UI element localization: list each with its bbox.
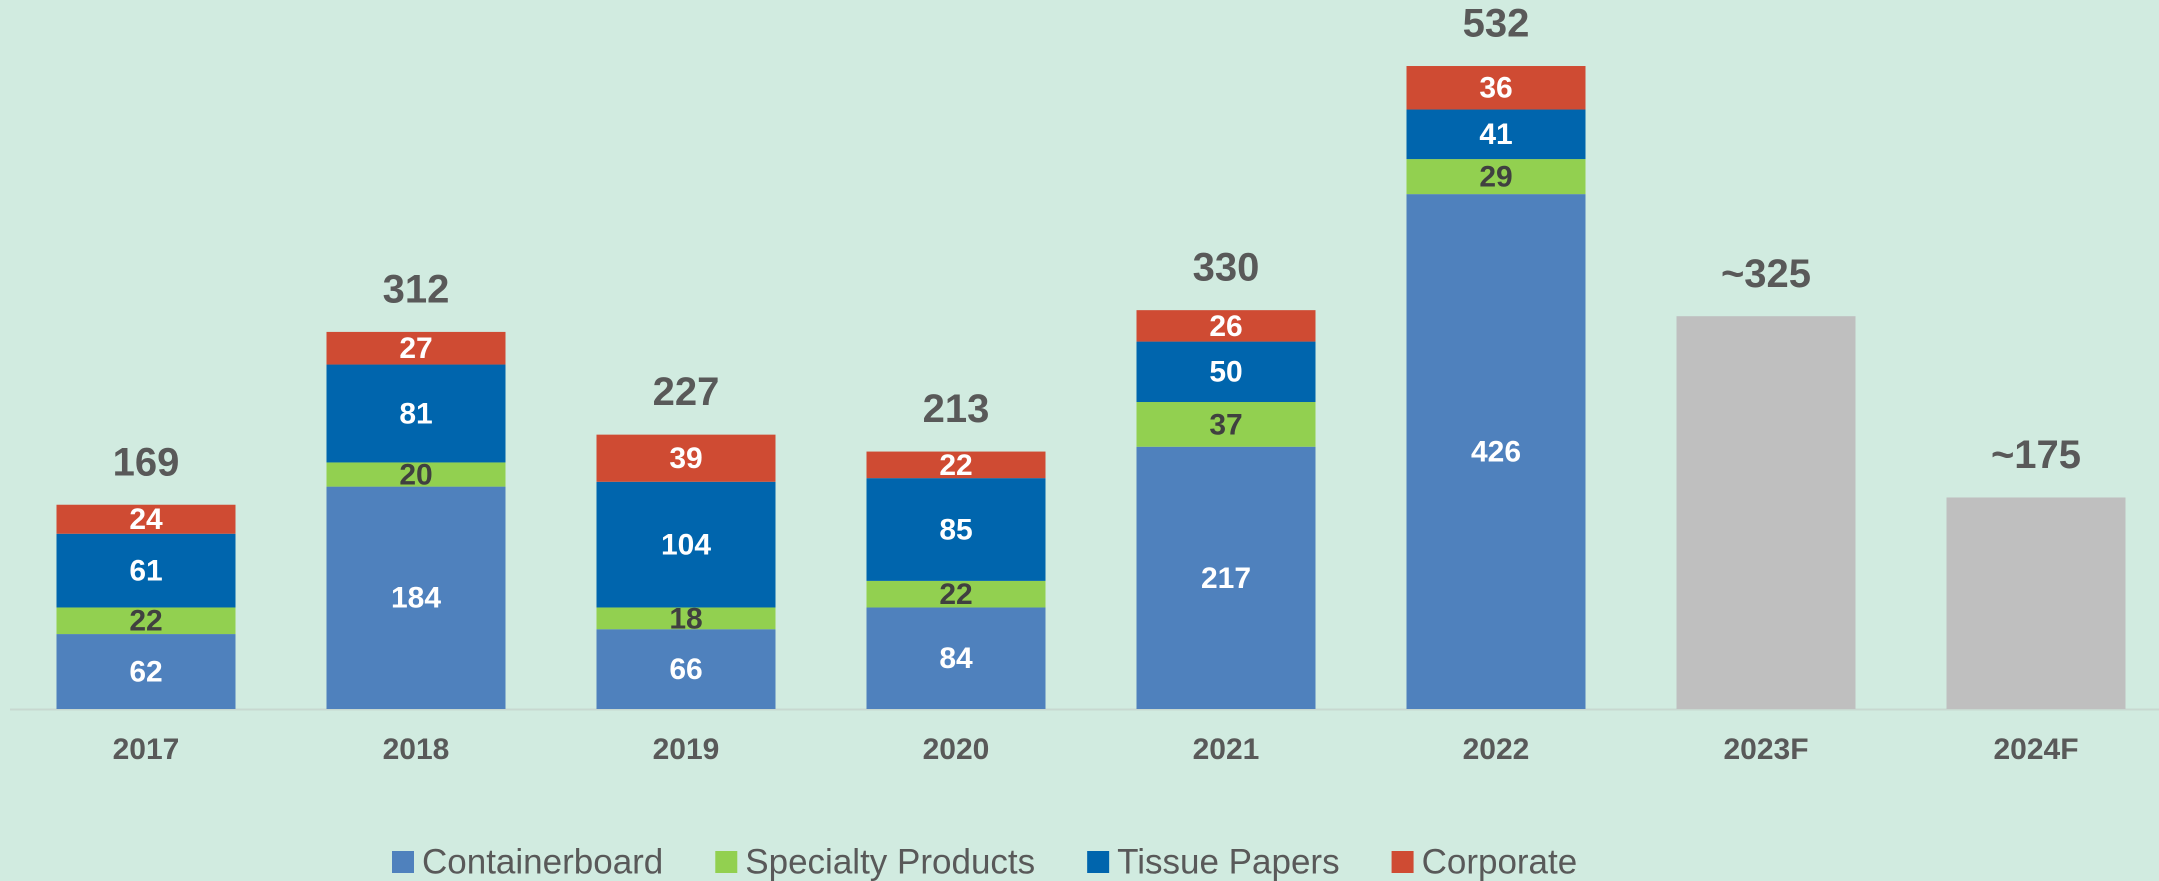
bar-segment <box>56 634 236 709</box>
x-tick-label: 2018 <box>383 733 450 766</box>
bar-segment <box>1406 159 1586 195</box>
segment-label: 66 <box>669 653 702 686</box>
x-tick-label: 2020 <box>923 733 990 766</box>
segment-label: 29 <box>1479 161 1512 194</box>
bar-segment <box>326 331 506 365</box>
bar-segment <box>866 580 1046 608</box>
bar-segment <box>1406 194 1586 710</box>
x-tick-label: 2021 <box>1193 733 1260 766</box>
total-label: 213 <box>923 387 990 431</box>
segment-label: 24 <box>129 503 163 536</box>
segment-label: 26 <box>1209 310 1242 343</box>
segment-label: 85 <box>939 513 972 546</box>
segment-label: 184 <box>391 582 441 615</box>
x-tick-label: 2024F <box>1993 733 2078 766</box>
total-label: 227 <box>653 370 720 414</box>
bar-segment <box>326 364 506 463</box>
forecast-bar <box>1676 316 1856 709</box>
segment-label: 27 <box>399 332 432 365</box>
segment-label: 62 <box>129 655 162 688</box>
bar-segment <box>326 462 506 487</box>
bar-segment <box>1136 446 1316 709</box>
segment-label: 39 <box>669 442 702 475</box>
legend-swatch <box>1391 851 1414 873</box>
bar-segment <box>326 486 506 709</box>
total-label: 330 <box>1193 246 1260 290</box>
bar-segment <box>596 434 776 482</box>
segment-label: 20 <box>399 458 432 491</box>
segment-label: 84 <box>939 642 973 675</box>
bar-segment <box>56 607 236 635</box>
segment-label: 104 <box>661 529 711 562</box>
legend-label: Specialty Products <box>745 842 1035 881</box>
x-tick-label: 2017 <box>113 733 180 766</box>
legend-label: Corporate <box>1422 842 1578 881</box>
legend-swatch <box>1087 851 1110 873</box>
forecast-bar <box>1946 497 2126 709</box>
bar-segment <box>56 504 236 534</box>
legend-swatch <box>392 851 414 873</box>
bar-segment <box>1136 341 1316 403</box>
bar-segment <box>866 607 1046 709</box>
segment-label: 18 <box>669 602 702 635</box>
total-label: ~175 <box>1991 433 2081 477</box>
segment-label: 41 <box>1479 118 1512 151</box>
segment-label: 36 <box>1479 72 1512 105</box>
segment-label: 50 <box>1209 356 1242 389</box>
bar-segment <box>866 478 1046 581</box>
segment-label: 37 <box>1209 408 1242 441</box>
total-label: 169 <box>113 440 180 484</box>
x-tick-label: 2023F <box>1723 733 1808 766</box>
legend-label: Containerboard <box>422 842 663 881</box>
bar-segment <box>596 481 776 608</box>
legend-label: Tissue Papers <box>1117 842 1339 881</box>
bar-segment <box>596 607 776 630</box>
x-tick-label: 2019 <box>653 733 720 766</box>
bar-segment <box>1136 402 1316 447</box>
segment-label: 22 <box>939 449 972 482</box>
segment-label: 426 <box>1471 435 1521 468</box>
segment-label: 217 <box>1201 562 1251 595</box>
x-tick-label: 2022 <box>1463 733 1530 766</box>
bar-segment <box>1406 66 1586 110</box>
bar-segment <box>866 451 1046 479</box>
legend-swatch <box>715 851 738 873</box>
bar-segment <box>596 629 776 709</box>
segment-label: 61 <box>129 555 162 588</box>
segment-label: 22 <box>939 578 972 611</box>
bar-segment <box>1406 109 1586 160</box>
total-label: 312 <box>383 267 450 311</box>
segment-label: 81 <box>399 397 432 430</box>
segment-label: 22 <box>129 605 162 638</box>
total-label: 532 <box>1463 2 1530 46</box>
total-label: ~325 <box>1721 252 1811 296</box>
bar-segment <box>1136 310 1316 342</box>
bar-segment <box>56 533 236 608</box>
